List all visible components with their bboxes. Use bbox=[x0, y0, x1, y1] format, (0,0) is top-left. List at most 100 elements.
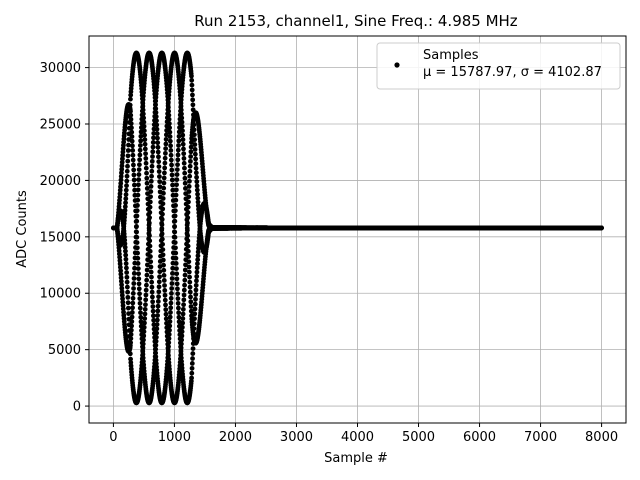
data-point bbox=[191, 122, 197, 128]
data-point bbox=[143, 292, 149, 298]
data-point bbox=[148, 194, 153, 200]
data-point bbox=[180, 141, 186, 147]
data-point bbox=[156, 164, 162, 169]
data-point bbox=[186, 254, 191, 259]
data-point bbox=[165, 104, 171, 110]
data-point bbox=[155, 149, 161, 155]
data-point bbox=[184, 227, 190, 233]
data-point bbox=[128, 112, 134, 118]
data-point bbox=[148, 254, 153, 259]
data-point bbox=[151, 135, 156, 141]
data-point bbox=[140, 103, 146, 109]
data-point bbox=[166, 112, 172, 118]
data-point bbox=[187, 163, 193, 169]
data-point bbox=[123, 200, 128, 206]
data-point bbox=[169, 172, 175, 178]
data-point bbox=[195, 199, 201, 205]
data-point bbox=[119, 292, 125, 298]
data-point bbox=[186, 269, 192, 275]
data-point bbox=[167, 125, 173, 131]
data-point bbox=[163, 150, 168, 156]
data-point bbox=[135, 266, 141, 271]
data-point bbox=[167, 138, 173, 144]
data-point bbox=[162, 155, 168, 161]
data-point bbox=[156, 294, 161, 300]
data-point bbox=[118, 173, 124, 179]
data-point bbox=[137, 291, 142, 297]
data-point bbox=[168, 300, 174, 306]
data-point bbox=[159, 222, 165, 228]
data-point bbox=[127, 351, 133, 357]
data-point bbox=[187, 289, 193, 295]
data-point bbox=[168, 157, 174, 163]
data-point bbox=[188, 304, 194, 309]
data-point bbox=[188, 158, 193, 164]
data-point bbox=[174, 276, 180, 282]
data-point bbox=[153, 338, 159, 344]
data-point bbox=[147, 204, 153, 210]
data-point bbox=[137, 143, 143, 148]
data-point bbox=[175, 286, 180, 292]
data-point bbox=[149, 279, 155, 285]
data-point bbox=[182, 272, 188, 278]
data-point bbox=[120, 296, 125, 302]
data-point bbox=[150, 304, 156, 309]
data-point bbox=[182, 282, 187, 288]
data-point bbox=[144, 186, 150, 191]
data-point bbox=[161, 175, 167, 181]
data-point bbox=[189, 87, 195, 93]
data-point bbox=[123, 192, 129, 197]
data-point bbox=[172, 213, 178, 219]
data-point bbox=[140, 341, 146, 347]
data-point bbox=[141, 119, 147, 125]
data-point bbox=[155, 140, 161, 146]
data-point bbox=[147, 233, 152, 238]
data-point bbox=[129, 129, 135, 135]
data-point bbox=[118, 184, 123, 190]
data-point bbox=[122, 204, 128, 210]
data-point bbox=[137, 300, 143, 306]
data-point bbox=[137, 157, 143, 163]
data-point bbox=[182, 170, 188, 176]
data-point bbox=[150, 140, 156, 145]
data-point bbox=[173, 245, 178, 251]
data-point bbox=[179, 115, 185, 121]
data-point bbox=[168, 148, 174, 153]
data-point bbox=[119, 163, 125, 169]
data-point bbox=[142, 311, 148, 317]
data-point bbox=[191, 321, 197, 327]
data-point bbox=[191, 331, 197, 336]
data-point bbox=[180, 311, 186, 317]
data-point bbox=[147, 238, 153, 244]
data-point bbox=[135, 187, 141, 193]
data-point bbox=[123, 252, 129, 258]
data-point bbox=[190, 356, 195, 361]
data-point bbox=[128, 96, 133, 102]
data-point bbox=[160, 257, 166, 263]
data-point bbox=[190, 92, 195, 98]
data-point bbox=[149, 173, 154, 179]
data-point bbox=[186, 189, 192, 194]
data-point bbox=[154, 326, 160, 332]
data-point bbox=[193, 296, 198, 302]
data-point bbox=[178, 103, 184, 109]
data-point bbox=[131, 162, 136, 168]
data-point bbox=[157, 174, 162, 179]
data-point bbox=[178, 351, 184, 357]
data-point bbox=[131, 271, 137, 276]
data-point bbox=[167, 319, 173, 324]
data-point bbox=[126, 142, 131, 148]
data-point bbox=[175, 152, 181, 158]
data-point bbox=[154, 330, 160, 336]
data-point bbox=[120, 152, 126, 158]
data-point bbox=[161, 262, 166, 268]
data-point bbox=[122, 241, 128, 247]
data-point bbox=[173, 255, 179, 261]
data-point bbox=[125, 294, 131, 300]
data-point bbox=[189, 370, 195, 376]
data-point bbox=[175, 147, 181, 153]
data-point bbox=[160, 196, 166, 201]
data-point bbox=[166, 96, 171, 101]
data-point bbox=[160, 247, 166, 252]
data-point bbox=[178, 107, 184, 113]
